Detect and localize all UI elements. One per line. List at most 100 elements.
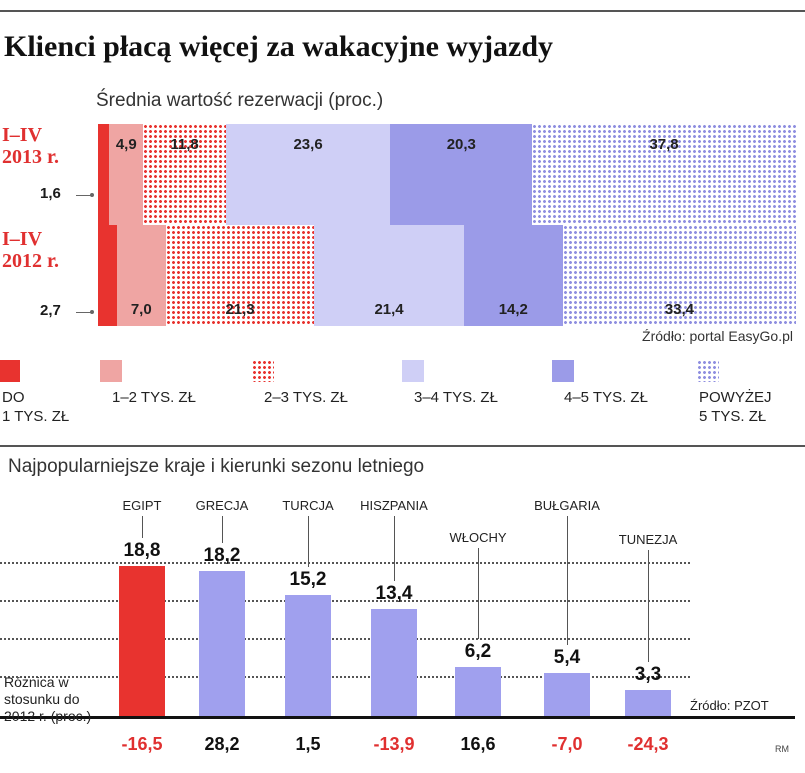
change-value-label: -16,5 <box>121 734 163 754</box>
country-bar-chart: 18,8 EGIPT -16,5 18,2 GRECJA 28,2 15,2 TURCJA 1,… <box>0 480 805 770</box>
legend-label-line: 1 TYS. ZŁ <box>2 408 70 425</box>
legend-label-line: 2–3 TYS. ZŁ <box>264 389 348 406</box>
stacked-bar-chart: 4,9 11,8 23,6 20,3 37,8 7,0 21,3 21,4 14,2 33,4 <box>98 124 796 326</box>
legend-label-line: 5 TYS. ZŁ <box>699 408 767 425</box>
leader-line <box>222 516 223 543</box>
legend-label-line: POWYŻEJ <box>699 389 772 406</box>
stack-segment-2012-1 <box>98 225 117 326</box>
section-rule <box>0 445 805 447</box>
credit: RM <box>775 744 789 754</box>
gridline <box>0 562 690 564</box>
bar-turcja <box>285 594 331 716</box>
change-value-label: -24,3 <box>627 734 669 754</box>
segment-value-label: 4,9 <box>115 136 137 153</box>
bar-hiszpania <box>371 609 417 716</box>
category-label-line: 2012 r. <box>2 250 60 272</box>
chart1-source: Źródło: portal EasyGo.pl <box>642 328 793 344</box>
legend-swatch <box>697 360 719 382</box>
bar-grecja <box>199 570 245 716</box>
page-title: Klienci płacą więcej za wakacyjne wyjazd… <box>4 30 554 63</box>
gridline <box>0 638 690 640</box>
chart1-title: Średnia wartość rezerwacji (proc.) <box>96 90 384 111</box>
segment-value-label: 33,4 <box>664 301 695 318</box>
bar-value-label: 18,8 <box>123 540 161 561</box>
stack-segment-2012-2 <box>116 225 166 326</box>
change-value-label: 1,5 <box>295 734 321 754</box>
legend-label-line: 3–4 TYS. ZŁ <box>414 389 498 406</box>
bar-value-label: 5,4 <box>553 646 581 668</box>
legend-swatch <box>402 360 424 382</box>
leader-line <box>142 516 143 538</box>
legend-label: 1–2 TYS. ZŁ <box>112 388 196 407</box>
segment-value-label: 7,0 <box>130 301 152 318</box>
legend-label-line: 1–2 TYS. ZŁ <box>112 389 196 406</box>
stack-segment-2012-6 <box>562 225 796 326</box>
stack-segment-2013-4 <box>225 124 391 225</box>
chart2-source: Źródło: PZOT <box>690 698 769 713</box>
bar-value-label: 3,3 <box>634 663 662 685</box>
chart2-title: Najpopularniejsze kraje i kierunki sezon… <box>8 456 425 477</box>
segment-value-label: 11,8 <box>170 136 199 153</box>
chart2-baseline <box>0 716 795 719</box>
category-label-2012: I–IV 2012 r. <box>2 228 59 272</box>
stack-segment-2013-2 <box>109 124 144 225</box>
segment-value-label: 23,6 <box>293 136 323 153</box>
legend-swatch <box>100 360 122 382</box>
stack-segment-2013-6 <box>532 124 796 225</box>
bar-value-label: 13,4 <box>375 583 413 605</box>
change-value-label: 28,2 <box>204 734 240 754</box>
bar-bułgaria <box>544 672 590 716</box>
pointer-line <box>76 195 92 196</box>
category-label-2013: I–IV 2013 r. <box>2 124 59 168</box>
change-value-label: 16,6 <box>460 734 496 754</box>
legend-swatch <box>0 360 20 382</box>
stack-segment-2012-4 <box>314 225 464 326</box>
category-label-line: 2013 r. <box>2 146 60 168</box>
leader-line <box>648 550 649 662</box>
legend-swatch <box>252 360 274 382</box>
value-label-2012-seg1: 2,7 <box>40 302 61 319</box>
bar-egipt <box>119 566 165 716</box>
legend-label: 2–3 TYS. ZŁ <box>264 388 348 407</box>
bar-value-label: 18,2 <box>203 544 241 566</box>
gridline <box>0 676 690 678</box>
category-label: BUŁGARIA <box>534 498 600 513</box>
leader-line <box>567 516 568 645</box>
legend-label: DO 1 TYS. ZŁ <box>2 388 69 426</box>
legend-swatch <box>552 360 574 382</box>
segment-value-label: 21,4 <box>374 301 404 318</box>
pointer-line <box>76 312 92 313</box>
stack-segment-2013-5 <box>390 124 533 225</box>
leader-line <box>394 516 395 582</box>
bar-włochy <box>455 666 501 716</box>
category-label-line: I–IV <box>2 228 43 250</box>
change-value-label: -13,9 <box>373 734 415 754</box>
value-label-2013-seg1: 1,6 <box>40 185 61 202</box>
pointer-dot <box>90 310 94 314</box>
change-value-label: -7,0 <box>551 734 583 754</box>
category-label: EGIPT <box>122 498 162 513</box>
legend-label: POWYŻEJ 5 TYS. ZŁ <box>699 388 772 426</box>
bar-value-label: 6,2 <box>464 640 492 662</box>
category-label: TURCJA <box>282 498 334 513</box>
gridline <box>0 600 690 602</box>
stack-segment-2013-3 <box>143 124 226 225</box>
category-label: GRECJA <box>195 498 249 513</box>
leader-line <box>478 548 479 639</box>
segment-value-label: 14,2 <box>498 301 528 318</box>
bar-tunezja <box>625 689 671 716</box>
stack-segment-2013-1 <box>98 124 110 225</box>
category-label: WŁOCHY <box>449 530 507 545</box>
category-label-line: I–IV <box>2 124 43 146</box>
chart1-legend: DO 1 TYS. ZŁ 1–2 TYS. ZŁ 2–3 TYS. ZŁ 3–4 TYS… <box>0 360 805 440</box>
segment-value-label: 37,8 <box>649 136 679 153</box>
pointer-dot <box>90 193 94 197</box>
legend-label: 3–4 TYS. ZŁ <box>414 388 498 407</box>
category-label: HISZPANIA <box>360 498 428 513</box>
change-axis-label: Różnica w stosunku do 2012 r. (proc.) <box>4 674 92 724</box>
leader-line <box>308 516 309 567</box>
segment-value-label: 20,3 <box>446 136 476 153</box>
legend-label-line: DO <box>2 389 25 406</box>
stack-segment-2012-5 <box>463 225 563 326</box>
segment-value-label: 21,3 <box>225 301 255 318</box>
